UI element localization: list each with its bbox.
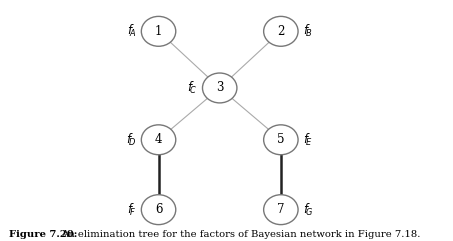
Text: 3: 3	[216, 81, 223, 94]
Text: 5: 5	[277, 133, 284, 146]
Text: An elimination tree for the factors of Bayesian network in Figure 7.18.: An elimination tree for the factors of B…	[61, 230, 420, 239]
Text: $f_{\!A}$: $f_{\!A}$	[127, 23, 137, 39]
Text: $f_{\!D}$: $f_{\!D}$	[126, 132, 137, 148]
Text: $f_{\!E}$: $f_{\!E}$	[303, 132, 313, 148]
Text: 2: 2	[277, 25, 284, 38]
Ellipse shape	[202, 73, 237, 103]
Text: 4: 4	[155, 133, 162, 146]
Ellipse shape	[141, 195, 176, 225]
Text: $f_{\!G}$: $f_{\!G}$	[303, 202, 313, 218]
Text: 6: 6	[155, 203, 162, 216]
Text: $f_{\!C}$: $f_{\!C}$	[188, 80, 198, 96]
Ellipse shape	[264, 195, 298, 225]
Text: Figure 7.20:: Figure 7.20:	[9, 230, 77, 239]
Text: 1: 1	[155, 25, 162, 38]
Text: $f_{\!F}$: $f_{\!F}$	[127, 202, 137, 218]
Text: 7: 7	[277, 203, 284, 216]
Ellipse shape	[141, 125, 176, 155]
Ellipse shape	[264, 125, 298, 155]
Text: $f_{\!B}$: $f_{\!B}$	[303, 23, 313, 39]
Ellipse shape	[264, 16, 298, 46]
Ellipse shape	[141, 16, 176, 46]
